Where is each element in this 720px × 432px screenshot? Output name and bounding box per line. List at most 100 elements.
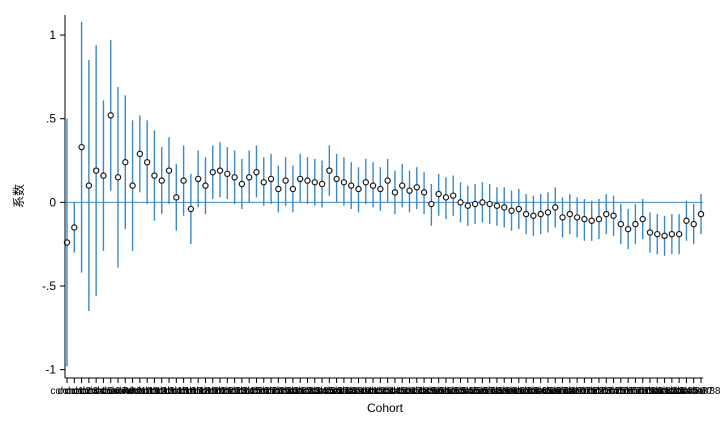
x-tick-label: cohort4 bbox=[72, 386, 106, 397]
x-tick-label: cohort87 bbox=[674, 386, 713, 397]
x-tick-label: cohort19 bbox=[179, 386, 218, 397]
x-tick-label: cohort82 bbox=[638, 386, 677, 397]
point-estimate bbox=[296, 175, 304, 183]
point-estimate bbox=[435, 190, 442, 198]
x-tick-label: cohort64 bbox=[507, 386, 546, 397]
x-tick-label: cohort51 bbox=[412, 386, 451, 397]
point-estimate bbox=[683, 217, 690, 224]
point-estimate bbox=[603, 210, 610, 218]
point-estimate bbox=[479, 199, 486, 206]
point-estimate bbox=[632, 220, 639, 228]
point-estimate bbox=[267, 175, 275, 183]
confidence-interval-layer bbox=[66, 21, 702, 367]
x-tick-label: cohort31 bbox=[266, 386, 305, 397]
x-tick-label: cohort58 bbox=[463, 386, 502, 397]
point-estimate bbox=[661, 232, 668, 240]
point-estimate bbox=[231, 174, 238, 181]
point-estimate bbox=[610, 212, 617, 219]
x-tick-label: cohort12 bbox=[128, 386, 167, 397]
point-estimate bbox=[493, 202, 501, 209]
x-tick-label: cohort21 bbox=[193, 386, 232, 397]
x-tick-label: cohort68 bbox=[536, 386, 575, 397]
point-estimate bbox=[71, 224, 78, 231]
point-estimate bbox=[559, 214, 566, 221]
x-tick-label: cohort26 bbox=[230, 386, 269, 397]
x-tick-label: cohort32 bbox=[273, 386, 312, 397]
point-estimate bbox=[646, 229, 654, 236]
x-tick-label: cohort83 bbox=[645, 386, 684, 397]
x-tick-label: cohort36 bbox=[303, 386, 342, 397]
point-estimate bbox=[588, 217, 595, 224]
point-estimate bbox=[399, 182, 406, 189]
x-tick-label: cohort2 bbox=[58, 386, 92, 397]
y-axis-title: 系数 bbox=[11, 184, 26, 208]
x-tick-label: cohort59 bbox=[470, 386, 509, 397]
point-estimate bbox=[209, 169, 216, 176]
point-estimate bbox=[63, 239, 71, 246]
y-tick-label: 1 bbox=[49, 28, 56, 42]
point-estimate bbox=[654, 230, 661, 238]
x-tick-label: cohort54 bbox=[434, 386, 473, 397]
point-estimate bbox=[457, 199, 464, 206]
point-estimate bbox=[275, 185, 282, 193]
x-tick-label: cohort46 bbox=[375, 386, 414, 397]
x-tick-label: cohort6 bbox=[87, 386, 121, 397]
x-tick-label: cohort27 bbox=[237, 386, 276, 397]
point-estimate bbox=[326, 167, 333, 174]
x-tick-label: cohort24 bbox=[215, 386, 254, 397]
point-estimate bbox=[216, 167, 224, 174]
x-tick-label: cohort3 bbox=[65, 386, 99, 397]
x-tick-label: cohort23 bbox=[208, 386, 247, 397]
x-tick-label: cohort84 bbox=[652, 386, 691, 397]
x-tick-label: cohort10 bbox=[113, 386, 152, 397]
point-estimate bbox=[202, 182, 209, 189]
x-tick-label: cohort25 bbox=[222, 386, 261, 397]
point-estimate bbox=[362, 179, 369, 186]
x-tick-label: cohort43 bbox=[354, 386, 393, 397]
x-tick-label: cohort60 bbox=[477, 386, 516, 397]
x-tick-label: cohort69 bbox=[543, 386, 582, 397]
x-tick-label: cohort35 bbox=[295, 386, 334, 397]
x-tick-label: cohort67 bbox=[529, 386, 568, 397]
point-estimate bbox=[194, 175, 202, 183]
x-tick-label: cohort9 bbox=[109, 386, 143, 397]
point-estimate bbox=[690, 220, 697, 228]
point-estimate bbox=[85, 182, 93, 189]
x-tick-label: cohort80 bbox=[623, 386, 662, 397]
point-estimate bbox=[515, 205, 523, 213]
x-tick-label: cohort78 bbox=[609, 386, 648, 397]
point-estimate bbox=[92, 167, 100, 174]
point-estimate bbox=[428, 200, 435, 208]
point-estimate bbox=[544, 209, 552, 216]
point-estimate bbox=[114, 174, 122, 181]
x-tick-label: cohort50 bbox=[405, 386, 444, 397]
point-estimate bbox=[318, 180, 326, 188]
point-estimate bbox=[260, 179, 267, 186]
x-tick-label: cohort63 bbox=[499, 386, 538, 397]
point-estimate bbox=[333, 175, 340, 183]
point-estimate bbox=[501, 204, 508, 211]
point-estimate bbox=[486, 200, 493, 208]
x-tick-label: cohort57 bbox=[456, 386, 495, 397]
x-tick-label: cohort13 bbox=[135, 386, 174, 397]
x-axis-title: Cohort bbox=[367, 401, 404, 415]
x-tick-label: cohort33 bbox=[281, 386, 320, 397]
point-estimate bbox=[566, 210, 574, 218]
x-tick-layer: cohort1cohort2cohort3cohort4cohort5cohor… bbox=[50, 378, 720, 397]
point-estimate bbox=[122, 159, 129, 166]
x-tick-label: cohort40 bbox=[332, 386, 371, 397]
point-estimate bbox=[450, 192, 457, 199]
y-tick-label: 0 bbox=[49, 195, 56, 209]
point-estimate bbox=[180, 177, 187, 184]
point-estimate bbox=[595, 215, 603, 223]
x-tick-label: cohort74 bbox=[580, 386, 619, 397]
x-tick-label: cohort7 bbox=[94, 386, 128, 397]
point-estimate bbox=[420, 189, 428, 196]
point-estimate bbox=[581, 215, 588, 223]
x-tick-label: cohort44 bbox=[361, 386, 400, 397]
x-tick-label: cohort41 bbox=[339, 386, 378, 397]
x-tick-label: cohort47 bbox=[383, 386, 422, 397]
point-estimate bbox=[624, 225, 632, 233]
point-estimate bbox=[238, 180, 246, 188]
